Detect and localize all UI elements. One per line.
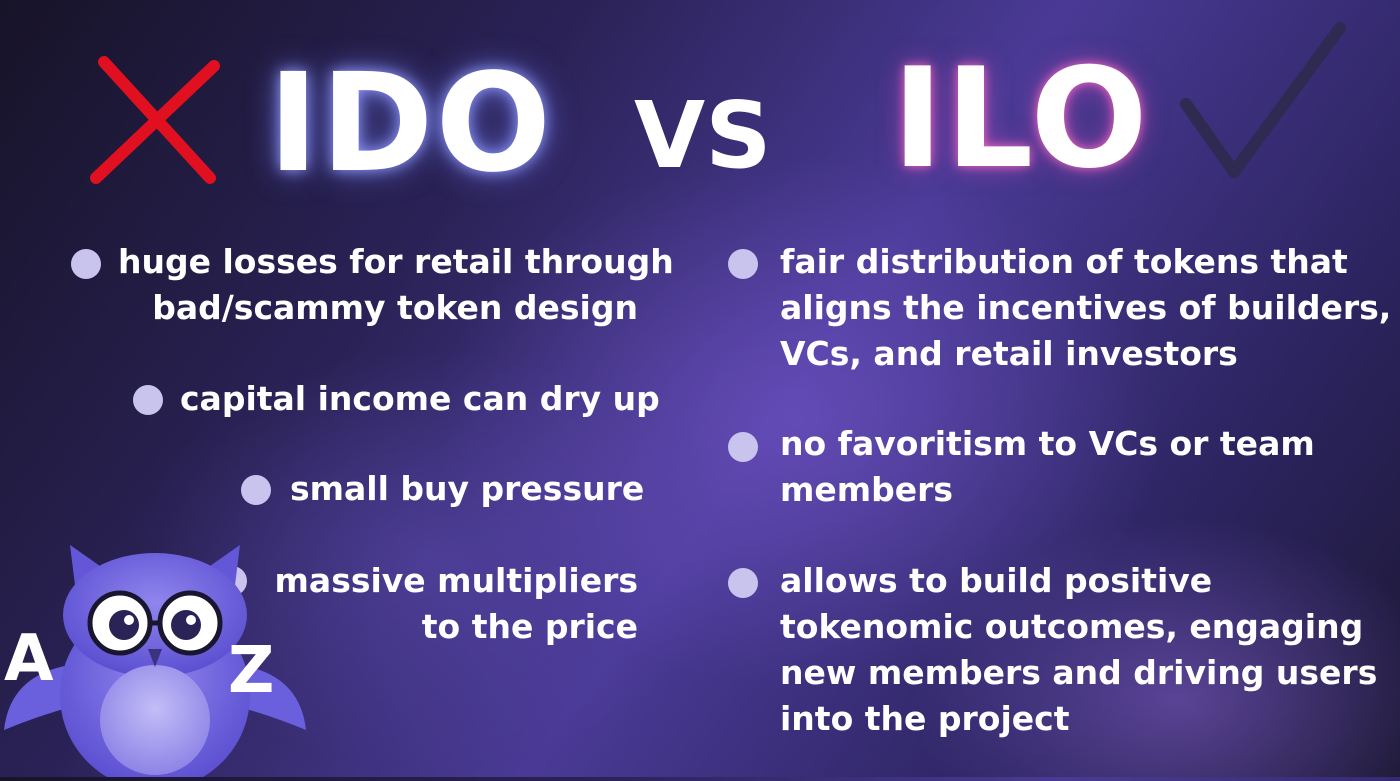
list-item: huge losses for retail through bad/scamm… [118, 239, 674, 331]
list-item-line: huge losses for retail through [118, 242, 674, 281]
list-item-line: new members and driving users [780, 653, 1378, 692]
checkmark-icon [1180, 22, 1346, 178]
list-item-line: to the price [421, 607, 638, 646]
list-item: massive multipliers to the price [270, 558, 638, 650]
list-item-line: allows to build positive [780, 561, 1213, 600]
list-item: capital income can dry up [180, 376, 660, 422]
bullet-dot [728, 568, 758, 598]
letter-a: A [4, 622, 54, 696]
list-item: fair distribution of tokens that aligns … [780, 239, 1392, 377]
list-item-line: VCs, and retail investors [780, 334, 1238, 373]
list-item-line: massive multipliers [274, 561, 638, 600]
list-item-line: small buy pressure [290, 469, 645, 508]
list-item-line: members [780, 470, 954, 509]
bullet-dot [241, 475, 271, 505]
list-item: allows to build positive tokenomic outco… [780, 558, 1380, 742]
list-item-line: fair distribution of tokens that [780, 242, 1348, 281]
ilo-title: ILO [892, 38, 1150, 199]
bullet-dot [728, 249, 758, 279]
bullet-dot [71, 249, 101, 279]
cross-icon [90, 56, 220, 184]
bullet-dot [728, 432, 758, 462]
list-item-line: capital income can dry up [180, 379, 660, 418]
list-item: small buy pressure [290, 466, 645, 512]
list-item-line: bad/scammy token design [152, 288, 638, 327]
list-item: no favoritism to VCs or team members [780, 421, 1380, 513]
bullet-dot [133, 385, 163, 415]
list-item-line: aligns the incentives of builders, [780, 288, 1392, 327]
owl-mascot-icon: A Z [0, 545, 310, 781]
vs-label: VS [634, 82, 772, 189]
list-item-line: into the project [780, 699, 1070, 738]
list-item-line: tokenomic outcomes, engaging [780, 607, 1364, 646]
list-item-line: no favoritism to VCs or team [780, 424, 1315, 463]
letter-z: Z [228, 634, 275, 708]
ido-title: IDO [268, 45, 554, 203]
